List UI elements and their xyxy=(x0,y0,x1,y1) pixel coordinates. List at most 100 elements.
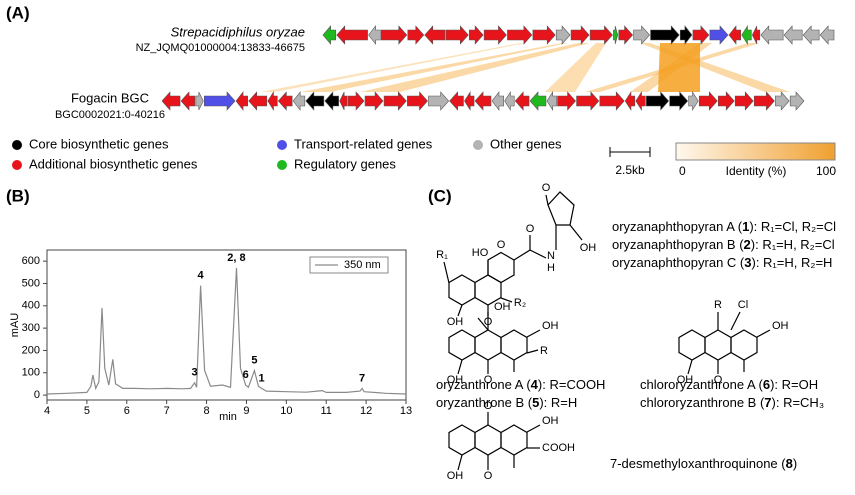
compound-label: chlororyzanthrone A (6): R=OH xyxy=(640,377,818,392)
atom: OH xyxy=(447,316,464,328)
panel-b: (B) mAU min 350 nm 0 100 200 300 400 500 600 4 5… xyxy=(6,186,412,422)
gene-arrow xyxy=(267,90,278,112)
gene-arrow xyxy=(364,91,384,111)
panel-label: (A) xyxy=(6,3,30,22)
compound-text: chlororyzanthrone A ( xyxy=(640,377,764,392)
peak-label: 4 xyxy=(198,270,205,282)
gene-arrow xyxy=(728,25,742,45)
atom: OH xyxy=(580,242,597,254)
gene-arrow xyxy=(339,91,348,111)
gene-arrow xyxy=(789,91,805,111)
atoms-1: O O N H OH R₁ HO O R₂ O OH xyxy=(436,182,596,328)
plot-frame xyxy=(46,249,407,401)
compound-label: oryzanthrone A (4): R=COOH xyxy=(436,377,605,392)
atom: OH xyxy=(772,320,789,332)
legend: Core biosynthetic genes Additional biosyn… xyxy=(12,136,562,171)
gene-arrow xyxy=(407,25,425,45)
compound-text: 8 xyxy=(786,456,793,471)
atom: OH xyxy=(447,374,464,386)
peak-label: 5 xyxy=(251,354,257,366)
y-tick-label: 300 xyxy=(22,322,40,334)
compound-label: 7-desmethyloxanthroquinone (8) xyxy=(610,456,797,471)
ring xyxy=(448,424,476,456)
x-tick-label: 12 xyxy=(360,405,372,417)
gene-arrow xyxy=(570,25,590,45)
gene-arrow xyxy=(407,91,428,111)
atom: OH xyxy=(447,470,464,482)
gene-arrow xyxy=(322,25,337,45)
gene-arrow xyxy=(468,25,484,45)
gene-arrow xyxy=(449,91,464,111)
gene-arrow xyxy=(589,25,613,45)
ribbon xyxy=(360,43,590,92)
legend-dot xyxy=(12,160,22,170)
panel-c: (C) O O N H OH R₁ HO O R₂ O OH xyxy=(428,182,836,482)
atom: OH xyxy=(677,374,694,386)
atom: O xyxy=(484,400,493,412)
gene-arrow xyxy=(195,91,204,111)
gene-arrow xyxy=(347,91,365,111)
accession: NZ_JQMQ01000004:13833-46675 xyxy=(136,42,305,54)
bond xyxy=(457,454,463,471)
bond xyxy=(443,261,450,284)
gene-arrow xyxy=(292,91,306,111)
gene-arrow xyxy=(709,25,729,45)
x-tick-label: 9 xyxy=(243,405,249,417)
bond xyxy=(477,317,489,331)
compound-label: oryzanaphthopyran B (2): R₁=H, R₂=Cl xyxy=(612,237,835,252)
gene-tracks xyxy=(161,24,835,112)
bond xyxy=(730,311,741,331)
compound-text: ): R=H xyxy=(539,395,577,410)
atom: O xyxy=(484,470,493,482)
gene-arrow xyxy=(669,91,689,111)
ribbon xyxy=(585,43,760,92)
gene-arrow xyxy=(613,25,619,45)
scale-label: 2.5kb xyxy=(615,163,645,177)
panel-label: (B) xyxy=(6,186,30,205)
legend-dot xyxy=(277,160,287,170)
gene-arrow xyxy=(760,25,784,45)
bond xyxy=(500,297,513,303)
gene-arrow xyxy=(248,91,268,111)
compound-text: 4 xyxy=(531,377,539,392)
atom: Cl xyxy=(738,299,748,311)
legend-box xyxy=(309,256,389,274)
gene-arrow xyxy=(235,91,249,111)
x-tick-label: 8 xyxy=(203,405,209,417)
gene-arrow xyxy=(464,90,475,112)
compound-text: ): R=CH₃ xyxy=(772,395,825,410)
legend-label: 350 nm xyxy=(344,259,381,271)
gene-arrow xyxy=(428,91,450,111)
structures xyxy=(448,251,758,456)
atom: O xyxy=(714,374,723,386)
gene-arrow xyxy=(753,91,775,111)
compound-text: chlororyzanthrone B ( xyxy=(640,395,765,410)
gene-arrow xyxy=(633,25,650,45)
y-tick-label: 200 xyxy=(22,344,40,356)
gene-arrow xyxy=(635,90,646,112)
ribbon xyxy=(300,43,568,92)
gene-arrow xyxy=(180,91,196,111)
gene-arrow xyxy=(507,25,533,45)
legend-label: Core biosynthetic genes xyxy=(29,136,169,151)
ring xyxy=(547,191,575,226)
bond xyxy=(526,329,541,338)
compound-label: chlororyzanthrone B (7): R=CH₃ xyxy=(640,395,824,410)
compound-label: oryzanaphthopyran A (1): R₁=Cl, R₂=Cl xyxy=(612,219,836,234)
gene-arrow xyxy=(161,91,181,111)
ring xyxy=(678,329,706,361)
legend-label: Regulatory genes xyxy=(294,156,396,171)
bgc-accession: BGC0002021:0-40216 xyxy=(55,109,165,121)
compound-label: oryzanaphthopyran C (3): R₁=H, R₂=H xyxy=(612,255,832,270)
gene-arrow xyxy=(514,91,530,111)
gene-arrow xyxy=(277,91,293,111)
gene-arrow xyxy=(751,25,761,45)
peak-label: 2, 8 xyxy=(227,252,245,264)
identity-max: 100 xyxy=(816,164,836,178)
ribbon xyxy=(658,43,700,92)
gene-arrow xyxy=(546,90,557,112)
legend-dot xyxy=(473,140,483,150)
gene-arrow xyxy=(383,91,407,111)
y-tick-label: 100 xyxy=(22,367,40,379)
ring xyxy=(730,329,758,361)
